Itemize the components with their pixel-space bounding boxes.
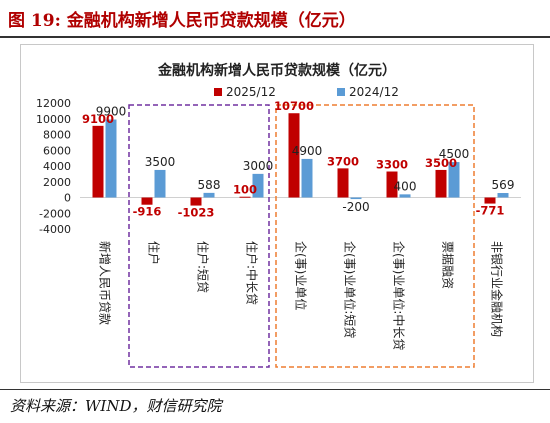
bar-series-2025-12 [484,197,496,204]
bar-series-2025-12 [141,197,153,205]
bar-series-2025-12 [435,169,447,198]
category-label: 住户:短贷 [196,241,211,293]
bar-series-2024-12 [203,192,215,198]
bottom-rule [0,389,550,390]
category-label: 企(事)业单位:短贷 [343,241,358,338]
y-axis: 12000 10000 8000 6000 4000 2000 0 -2000 -4000 [36,97,521,236]
category-label: 住户 [147,241,162,265]
figure-title: 图 19: 金融机构新增人民币贷款规模（亿元） [8,11,356,31]
bar-series-2025-12 [288,113,300,198]
bar-series-2025-12 [239,196,251,198]
legend: 2025/12 2024/12 [214,85,399,99]
data-label-series-2024-12: 400 [394,179,417,193]
source-note: 资料来源：WIND，财信研究院 [10,397,222,415]
bar-series-2024-12 [497,193,509,198]
data-label-series-2024-12: 588 [198,178,221,192]
data-label-series-2025-12: 9100 [82,112,114,126]
category-label: 企(事)业单位 [294,241,309,310]
data-label-series-2024-12: 4500 [439,147,470,161]
chart-title: 金融机构新增人民币贷款规模（亿元） [157,62,396,79]
household-group-box [128,104,270,368]
y-tick-label: 8000 [43,129,71,142]
y-tick-label: 6000 [43,144,71,157]
y-tick-label: 10000 [36,113,71,126]
category-labels: 新增人民币贷款 住户 住户:短贷 住户:中长贷 企(事)业单位 企(事)业单位:短贷 企(事… [98,241,505,350]
y-tick-label: -4000 [39,223,71,236]
y-tick-label: -2000 [39,207,71,220]
data-label-series-2025-12: 3700 [327,154,359,168]
data-label-series-2025-12: -1023 [178,206,215,220]
category-label: 非银行业金融机构 [490,241,505,337]
y-tick-label: 0 [64,192,71,205]
bar-series-2024-12 [350,197,362,200]
data-label-series-2024-12: 3000 [243,159,274,173]
data-label-series-2025-12: 3300 [376,158,408,172]
data-label-series-2025-12: 3500 [425,156,457,170]
enterprise-group-box [275,104,475,368]
data-label-series-2024-12: 9900 [96,105,127,119]
bar-series-2024-12 [399,194,411,198]
category-label: 票据融资 [441,241,455,289]
data-label-series-2024-12: 4900 [292,144,323,158]
legend-swatch-2024-12 [337,88,345,96]
y-tick-label: 12000 [36,97,71,110]
data-label-series-2024-12: 569 [492,178,515,192]
bar-series-2025-12 [92,125,104,198]
bar-series-2024-12 [301,158,313,198]
group-boxes [128,104,475,368]
legend-swatch-2025-12 [214,88,222,96]
data-label-series-2024-12: 3500 [145,155,176,169]
category-label: 住户:中长贷 [245,241,260,305]
bars [92,113,509,206]
y-tick-label: 2000 [43,176,71,189]
bar-series-2024-12 [448,162,460,198]
bar-series-2024-12 [105,119,117,198]
legend-label-2025-12: 2025/12 [226,85,276,99]
bar-series-2024-12 [154,169,166,198]
bar-series-2025-12 [190,197,202,206]
bar-series-2025-12 [337,168,349,198]
data-label-series-2025-12: -771 [476,204,505,218]
y-tick-label: 4000 [43,160,71,173]
data-label-series-2024-12: -200 [342,200,369,214]
category-label: 新增人民币贷款 [98,241,113,325]
bar-series-2024-12 [252,173,264,198]
bar-chart: 金融机构新增人民币贷款规模（亿元） 2025/12 2024/12 120001… [36,62,521,368]
data-label-series-2025-12: 10700 [274,99,314,113]
data-label-series-2025-12: 100 [233,183,257,197]
legend-label-2024-12: 2024/12 [349,85,399,99]
category-label: 企(事)业单位:中长贷 [392,241,407,350]
data-label-series-2025-12: -916 [133,205,162,219]
top-rule [0,36,550,38]
bar-series-2025-12 [386,171,398,198]
chart-container: 金融机构新增人民币贷款规模（亿元） 2025/12 2024/12 12000 1… [20,44,534,383]
